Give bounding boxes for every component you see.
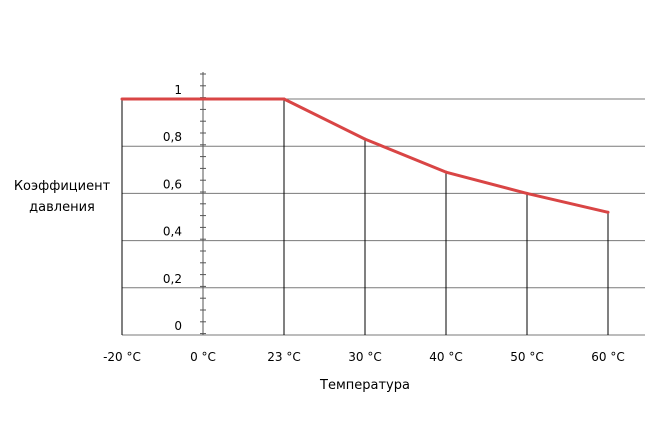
x-tick-label: 50 °C [510,350,543,364]
y-tick-labels: 0 0,2 0,4 0,6 0,8 1 [163,83,182,333]
y-axis-title-line-2: давления [29,200,95,215]
data-point [606,210,610,214]
y-tick-label: 0,6 [163,177,182,191]
x-tick-label: 40 °C [429,350,462,364]
data-point [525,191,529,195]
series-layer [120,97,610,214]
y-axis-title-line-1: Коэффициент [14,179,111,194]
y-tick-label: 0,4 [163,225,182,239]
data-point [444,170,448,174]
data-point [282,97,286,101]
x-tick-label: -20 °C [103,350,141,364]
x-tick-label: 60 °C [591,350,624,364]
x-tick-label: 23 °C [267,350,300,364]
x-tick-label: 30 °C [348,350,381,364]
data-point [363,137,367,141]
y-tick-label: 0,8 [163,130,182,144]
y-tick-label: 0 [174,319,182,333]
x-axis-title: Температура [319,378,410,393]
x-tick-labels: -20 °C 0 °C 23 °C 30 °C 40 °C 50 °C 60 °C [103,350,625,364]
category-droplines [121,99,609,335]
data-point [201,97,205,101]
y-axis [200,72,206,335]
y-tick-label: 1 [174,83,182,97]
y-tick-label: 0,2 [163,272,182,286]
gridlines [122,98,645,336]
x-tick-label: 0 °C [190,350,216,364]
data-point [120,97,124,101]
